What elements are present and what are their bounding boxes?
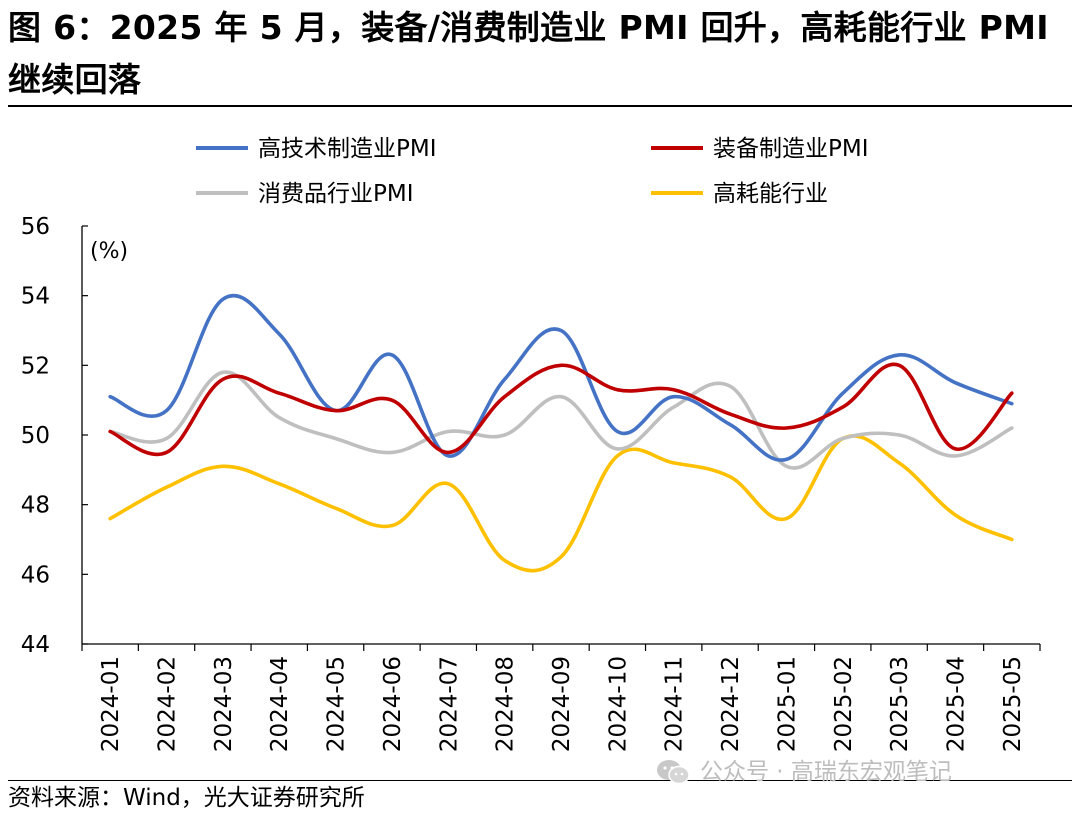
x-tick-label: 2024-10 [605,656,631,752]
y-tick-label: 54 [21,284,50,310]
footer-divider [8,780,1072,781]
x-tick-label: 2024-02 [155,656,181,752]
watermark: 公众号 · 高瑞东宏观笔记 [656,756,952,788]
legend-label: 装备制造业PMI [713,136,869,162]
y-tick-label: 44 [21,632,50,658]
series-line-3 [108,370,1014,470]
x-tick-label: 2024-11 [662,656,688,752]
y-tick-label: 46 [21,562,50,588]
legend-label: 消费品行业PMI [258,181,414,207]
series-line-2 [108,362,1014,457]
x-tick-label: 2024-12 [718,656,744,752]
unit-label: (%) [90,239,128,264]
watermark-text: 公众号 · 高瑞东宏观笔记 [700,759,952,785]
x-tick-label: 2025-02 [831,656,857,752]
series-line-4 [108,434,1014,573]
y-tick-label: 56 [21,214,50,240]
x-tick-label: 2024-06 [380,656,406,752]
chart-axes: 44 46 48 50 52 54 56 (%) 2024-01 2024-02 2024-03 20… [21,214,1041,752]
title-divider [8,105,1072,107]
wechat-icon [657,760,690,785]
y-tick-label: 48 [21,493,50,519]
legend-label: 高耗能行业 [713,181,828,207]
x-tick-label: 2025-05 [1000,656,1026,752]
x-tick-label: 2024-07 [436,656,462,752]
legend-label: 高技术制造业PMI [258,136,437,162]
x-tick-label: 2025-03 [887,656,913,752]
x-tick-label: 2024-03 [211,656,237,752]
x-tick-label: 2024-01 [98,656,124,752]
y-tick-label: 52 [21,353,50,379]
x-tick-label: 2024-09 [549,656,575,752]
chart-title: 图 6：2025 年 5 月，装备/消费制造业 PMI 回升，高耗能行业 PMI… [8,8,1049,99]
x-tick-label: 2024-08 [493,656,519,752]
x-tick-label: 2025-01 [774,656,800,752]
x-tick-label: 2025-04 [943,656,969,752]
series-line-1 [108,293,1014,462]
chart-legend: 高技术制造业PMI 装备制造业PMI 消费品行业PMI 高耗能行业 [196,136,869,207]
x-tick-label: 2024-04 [267,656,293,752]
source-note: 资料来源：Wind，光大证券研究所 [8,785,365,811]
x-tick-label: 2024-05 [324,656,350,752]
chart-series [108,293,1014,573]
y-tick-label: 50 [21,423,50,449]
line-chart: 高技术制造业PMI 装备制造业PMI 消费品行业PMI 高耗能行业 44 46 48 50 5… [21,136,1041,752]
